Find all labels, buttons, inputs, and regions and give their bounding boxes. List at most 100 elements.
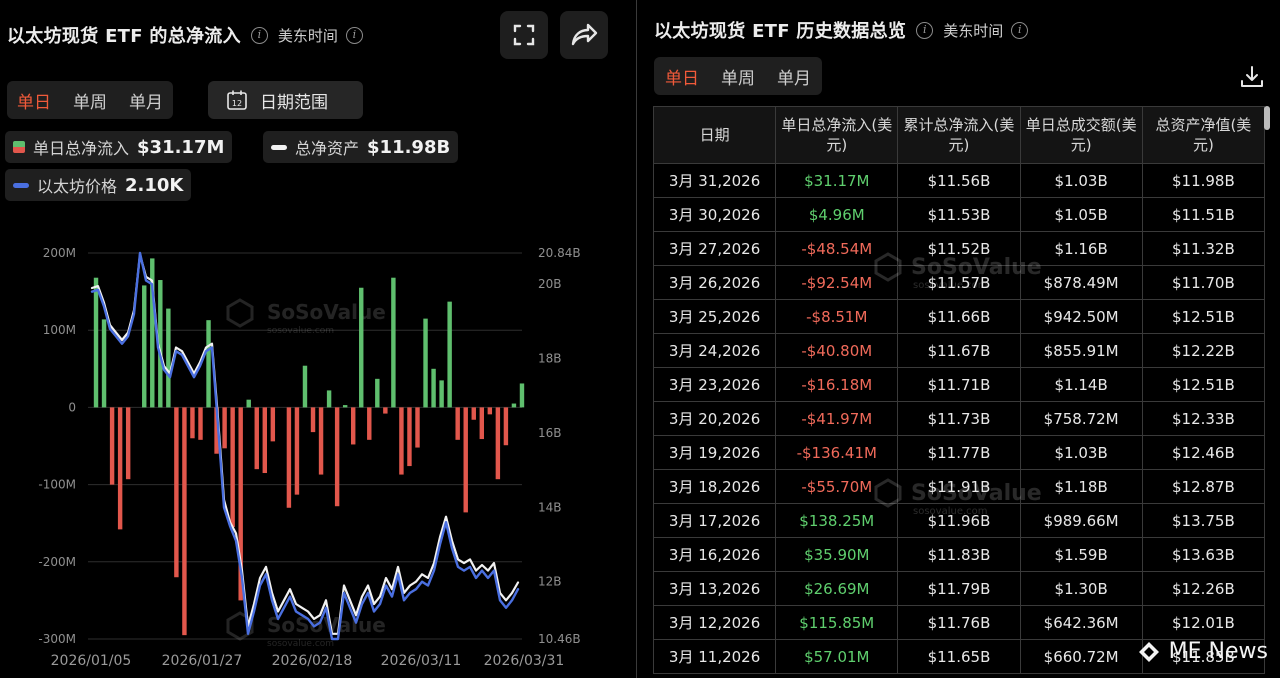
price-line bbox=[90, 251, 520, 641]
x-tick-label: 2026/03/11 bbox=[381, 653, 462, 669]
cell-date: 3月 13,2026 bbox=[652, 571, 777, 606]
x-tick-label: 2026/01/27 bbox=[162, 653, 243, 669]
x-tick-label: 2026/01/05 bbox=[51, 653, 132, 669]
tab-daily[interactable]: 单日 bbox=[17, 92, 51, 113]
cell-daily-inflow: -$92.54M bbox=[775, 265, 899, 300]
cell-nav: $11.98B bbox=[1141, 163, 1266, 198]
history-title: 以太坊现货 ETF 历史数据总览 bbox=[654, 21, 907, 42]
legend-assets[interactable]: 总净资产 $11.98B bbox=[263, 131, 459, 163]
cell-daily-inflow: -$41.97M bbox=[775, 401, 899, 436]
table-row[interactable]: 3月 25,2026 -$8.51M $11.66B $942.50M $12.51B bbox=[652, 299, 1266, 334]
download-icon[interactable] bbox=[1239, 64, 1265, 90]
table-scrollbar[interactable] bbox=[1264, 106, 1270, 130]
col-daily-inflow[interactable]: 单日总净流入(美元) bbox=[775, 106, 899, 164]
y-right-tick-label: 20.84B bbox=[538, 246, 581, 260]
cell-date: 3月 17,2026 bbox=[652, 503, 777, 538]
y-left-tick-label: 100M bbox=[43, 323, 76, 337]
cell-cumulative-inflow: $11.67B bbox=[897, 333, 1021, 368]
table-row[interactable]: 3月 13,2026 $26.69M $11.79B $1.30B $12.26B bbox=[652, 571, 1266, 606]
info-icon[interactable]: i bbox=[250, 26, 268, 44]
inflow-bar bbox=[359, 287, 364, 408]
cell-nav: $12.51B bbox=[1141, 299, 1266, 334]
inflow-bar bbox=[407, 407, 412, 467]
cell-date: 3月 30,2026 bbox=[652, 197, 777, 232]
timezone-info-icon[interactable]: i bbox=[1011, 21, 1029, 39]
cell-cumulative-inflow: $11.96B bbox=[897, 503, 1021, 538]
cell-nav: $12.51B bbox=[1141, 367, 1266, 402]
col-volume[interactable]: 单日总成交额(美元) bbox=[1019, 106, 1143, 164]
legend-price-label: 以太坊价格 bbox=[37, 177, 118, 196]
inflow-bar bbox=[109, 407, 115, 485]
cell-daily-inflow: $57.01M bbox=[775, 639, 899, 674]
inflow-bar bbox=[463, 407, 468, 513]
info-icon[interactable]: i bbox=[916, 21, 934, 39]
cell-date: 3月 31,2026 bbox=[652, 163, 777, 198]
inflow-bar bbox=[334, 407, 340, 507]
col-cumulative-inflow[interactable]: 累计总净流入(美元) bbox=[897, 106, 1021, 164]
table-row[interactable]: 3月 19,2026 -$136.41M $11.77B $1.03B $12.46B bbox=[652, 435, 1266, 470]
cell-daily-inflow: -$16.18M bbox=[775, 367, 899, 402]
cell-date: 3月 12,2026 bbox=[652, 605, 777, 640]
date-range-button[interactable]: 12 日期范围 bbox=[208, 81, 363, 119]
tab-weekly[interactable]: 单周 bbox=[73, 92, 107, 113]
inflow-bar bbox=[166, 308, 171, 408]
tab-monthly[interactable]: 单月 bbox=[777, 68, 811, 89]
share-button[interactable] bbox=[560, 11, 608, 59]
brand-mark: ME News bbox=[1137, 639, 1268, 664]
table-row[interactable]: 3月 23,2026 -$16.18M $11.71B $1.14B $12.51B bbox=[652, 367, 1266, 402]
inflow-bar bbox=[286, 407, 292, 508]
bar-swatch-icon bbox=[13, 141, 25, 153]
legend-price[interactable]: 以太坊价格 2.10K bbox=[5, 169, 192, 201]
inflow-bar bbox=[415, 407, 420, 448]
col-date[interactable]: 日期 bbox=[652, 106, 777, 164]
cell-nav: $11.70B bbox=[1141, 265, 1266, 300]
table-row[interactable]: 3月 24,2026 -$40.80M $11.67B $855.91M $12.22B bbox=[652, 333, 1266, 368]
inflow-bar bbox=[519, 383, 525, 408]
tab-daily[interactable]: 单日 bbox=[665, 68, 699, 89]
inflow-bar bbox=[383, 407, 388, 414]
inflow-bar bbox=[310, 407, 316, 433]
cell-cumulative-inflow: $11.77B bbox=[897, 435, 1021, 470]
cell-cumulative-inflow: $11.52B bbox=[897, 231, 1021, 266]
table-row[interactable]: 3月 11,2026 $57.01M $11.65B $660.72M $11.85B bbox=[652, 639, 1266, 674]
cell-date: 3月 18,2026 bbox=[652, 469, 777, 504]
table-row[interactable]: 3月 12,2026 $115.85M $11.76B $642.36M $12.01B bbox=[652, 605, 1266, 640]
timezone-info-icon[interactable]: i bbox=[345, 26, 363, 44]
inflow-bar bbox=[487, 407, 493, 415]
inflow-bar bbox=[326, 390, 332, 408]
table-row[interactable]: 3月 31,2026 $31.17M $11.56B $1.03B $11.98B bbox=[652, 163, 1266, 198]
y-left-tick-label: -200M bbox=[38, 555, 76, 569]
tab-weekly[interactable]: 单周 bbox=[721, 68, 755, 89]
inflow-bar bbox=[391, 277, 396, 408]
table-row[interactable]: 3月 27,2026 -$48.54M $11.52B $1.16B $11.32B bbox=[652, 231, 1266, 266]
cell-volume: $642.36M bbox=[1019, 605, 1143, 640]
table-row[interactable]: 3月 26,2026 -$92.54M $11.57B $878.49M $11.70B bbox=[652, 265, 1266, 300]
inflow-bar bbox=[142, 285, 147, 408]
cell-volume: $1.18B bbox=[1019, 469, 1143, 504]
table-row[interactable]: 3月 20,2026 -$41.97M $11.73B $758.72M $12.33B bbox=[652, 401, 1266, 436]
table-row[interactable]: 3月 18,2026 -$55.70M $11.91B $1.18B $12.87B bbox=[652, 469, 1266, 504]
table-row[interactable]: 3月 17,2026 $138.25M $11.96B $989.66M $13.75B bbox=[652, 503, 1266, 538]
table-row[interactable]: 3月 30,2026 $4.96M $11.53B $1.05B $11.51B bbox=[652, 197, 1266, 232]
cell-cumulative-inflow: $11.71B bbox=[897, 367, 1021, 402]
cell-nav: $12.22B bbox=[1141, 333, 1266, 368]
y-right-tick-label: 12B bbox=[538, 575, 562, 589]
cell-cumulative-inflow: $11.57B bbox=[897, 265, 1021, 300]
inflow-bar bbox=[93, 277, 99, 408]
tab-monthly[interactable]: 单月 bbox=[129, 92, 163, 113]
flow-chart-panel: 以太坊现货 ETF 的总净流入 i 美东时间 i 单日 单周 单月 12 日期范… bbox=[0, 0, 636, 678]
col-nav[interactable]: 总资产净值(美元) bbox=[1141, 106, 1266, 164]
flow-chart[interactable]: 200M 100M 0 -100M -200M -300M 20.84B 20B 18B 16B 1… bbox=[0, 235, 636, 678]
cell-nav: $13.75B bbox=[1141, 503, 1266, 538]
inflow-bar bbox=[495, 407, 501, 480]
chart-title-row: 以太坊现货 ETF 的总净流入 i 美东时间 i bbox=[7, 22, 363, 48]
legend-inflow-value: $31.17M bbox=[137, 136, 225, 158]
legend-price-value: 2.10K bbox=[125, 174, 184, 196]
cell-volume: $1.03B bbox=[1019, 435, 1143, 470]
table-row[interactable]: 3月 16,2026 $35.90M $11.83B $1.59B $13.63B bbox=[652, 537, 1266, 572]
sosovalue-logo-icon bbox=[226, 298, 254, 328]
inflow-bar bbox=[479, 407, 485, 440]
legend-inflow[interactable]: 单日总净流入 $31.17M bbox=[5, 131, 233, 163]
fullscreen-button[interactable] bbox=[500, 11, 548, 59]
inflow-bar bbox=[302, 365, 308, 408]
